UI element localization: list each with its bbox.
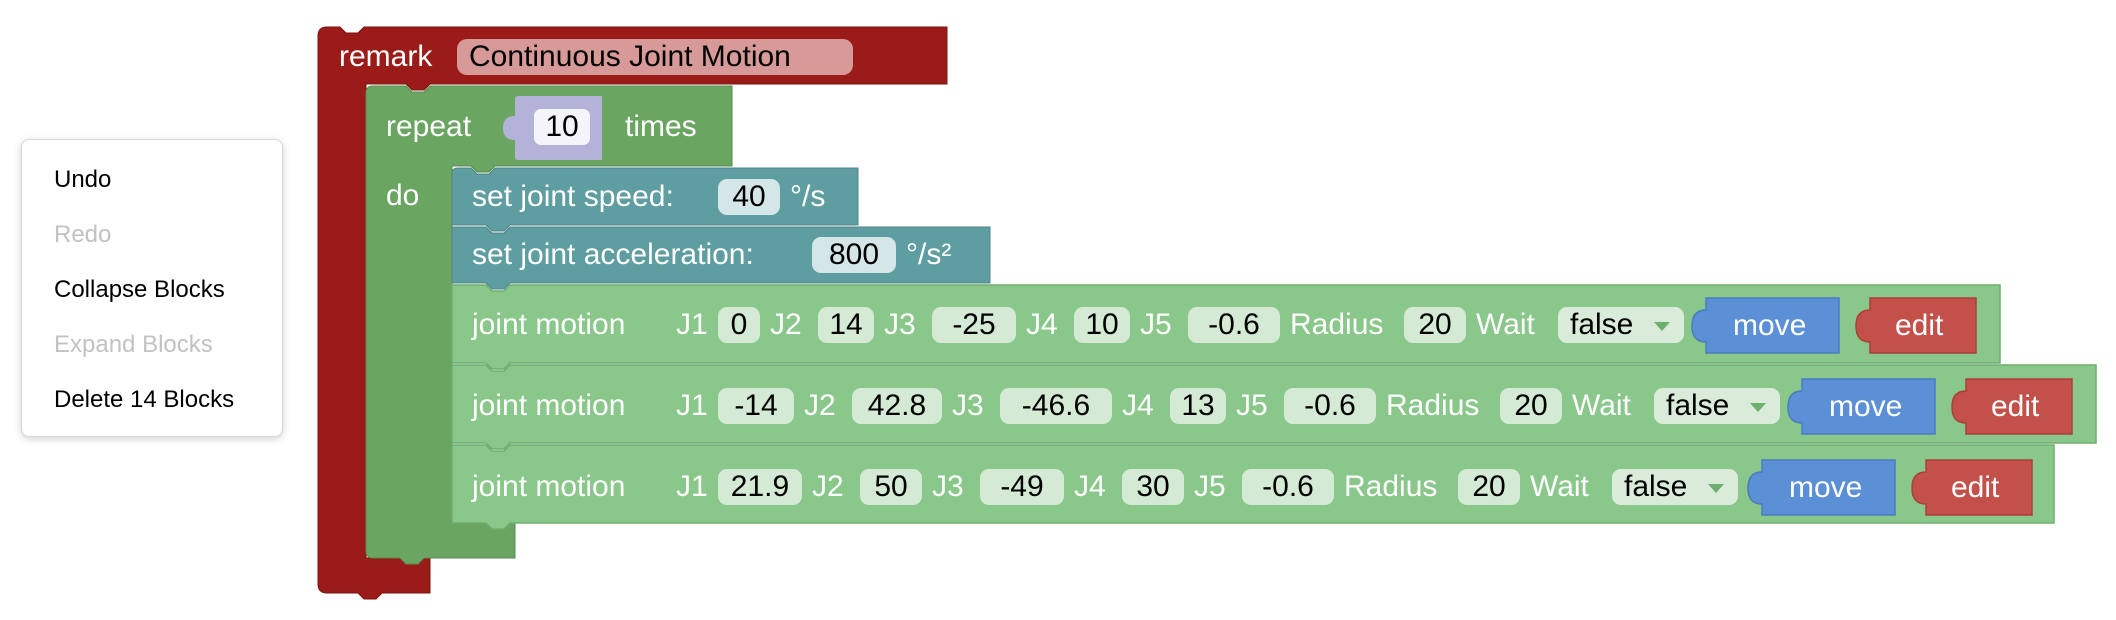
repeat-do-label: do	[386, 179, 420, 212]
wait-dropdown[interactable]: false	[1612, 469, 1738, 505]
repeat-keyword: repeat	[386, 110, 472, 143]
j2-field[interactable]: 50	[860, 469, 922, 505]
j5-label: J5	[1140, 308, 1172, 341]
wait-dropdown-value: false	[1666, 389, 1730, 422]
radius-label: Radius	[1290, 308, 1384, 341]
j5-field[interactable]: -0.6	[1284, 388, 1376, 424]
j4-field[interactable]: 30	[1122, 469, 1184, 505]
remark-block[interactable]	[317, 26, 948, 600]
j1-field[interactable]: -14	[718, 388, 794, 424]
j2-label: J2	[812, 470, 844, 503]
j4-field[interactable]: 10	[1074, 307, 1130, 343]
wait-dropdown-value: false	[1570, 308, 1634, 341]
set-accel-unit: °/s²	[906, 238, 952, 271]
j3-field[interactable]: -25	[932, 307, 1016, 343]
radius-field[interactable]: 20	[1500, 388, 1562, 424]
j1-label: J1	[676, 470, 708, 503]
joint-motion-label: joint motion	[472, 308, 626, 341]
dropdown-arrow-icon	[1708, 484, 1724, 493]
edit-button-2[interactable]	[1951, 378, 2073, 435]
edit-button-3[interactable]	[1911, 459, 2033, 516]
wait-label: Wait	[1530, 470, 1589, 503]
menu-item-undo[interactable]: Undo	[54, 166, 112, 193]
j5-label: J5	[1236, 389, 1268, 422]
remark-keyword: remark	[339, 40, 433, 73]
j4-field[interactable]: 13	[1170, 388, 1226, 424]
move-button-2[interactable]	[1787, 378, 1936, 435]
j1-label: J1	[676, 389, 708, 422]
repeat-count-field[interactable]: 10	[534, 109, 590, 145]
menu-item-expand-blocks: Expand Blocks	[54, 331, 213, 358]
j2-label: J2	[804, 389, 836, 422]
radius-label: Radius	[1386, 389, 1480, 422]
j4-label: J4	[1026, 308, 1058, 341]
j5-field[interactable]: -0.6	[1188, 307, 1280, 343]
radius-field[interactable]: 20	[1458, 469, 1520, 505]
set-accel-label: set joint acceleration:	[472, 238, 754, 271]
menu-item-delete-blocks[interactable]: Delete 14 Blocks	[54, 386, 235, 413]
context-menu: Undo Redo Collapse Blocks Expand Blocks …	[21, 139, 283, 437]
j1-label: J1	[676, 308, 708, 341]
set-speed-value[interactable]: 40	[718, 179, 780, 215]
j4-label: J4	[1074, 470, 1106, 503]
repeat-times-label: times	[625, 110, 697, 143]
dropdown-arrow-icon	[1750, 403, 1766, 412]
joint-motion-label: joint motion	[472, 389, 626, 422]
j2-field[interactable]: 42.8	[852, 388, 942, 424]
j1-field[interactable]: 21.9	[718, 469, 802, 505]
wait-dropdown-value: false	[1624, 470, 1688, 503]
wait-dropdown[interactable]: false	[1558, 307, 1684, 343]
set-speed-unit: °/s	[790, 180, 826, 213]
set-speed-label: set joint speed:	[472, 180, 674, 213]
wait-label: Wait	[1476, 308, 1535, 341]
j3-label: J3	[952, 389, 984, 422]
j3-label: J3	[932, 470, 964, 503]
repeat-block[interactable]	[365, 85, 733, 565]
set-accel-value[interactable]: 800	[812, 237, 896, 273]
j1-field[interactable]: 0	[718, 307, 760, 343]
j5-field[interactable]: -0.6	[1242, 469, 1334, 505]
j3-label: J3	[884, 308, 916, 341]
j4-label: J4	[1122, 389, 1154, 422]
radius-label: Radius	[1344, 470, 1438, 503]
j2-field[interactable]: 14	[818, 307, 874, 343]
joint-motion-block-2[interactable]	[451, 364, 2097, 450]
wait-dropdown[interactable]: false	[1654, 388, 1780, 424]
edit-button-1[interactable]	[1855, 297, 1977, 354]
j2-label: J2	[770, 308, 802, 341]
remark-text-field[interactable]: Continuous Joint Motion	[457, 39, 853, 75]
wait-label: Wait	[1572, 389, 1631, 422]
j3-field[interactable]: -46.6	[1000, 388, 1112, 424]
j3-field[interactable]: -49	[980, 469, 1064, 505]
menu-item-redo: Redo	[54, 221, 112, 248]
radius-field[interactable]: 20	[1404, 307, 1466, 343]
move-button-1[interactable]	[1691, 297, 1840, 354]
j5-label: J5	[1194, 470, 1226, 503]
dropdown-arrow-icon	[1654, 322, 1670, 331]
joint-motion-label: joint motion	[472, 470, 626, 503]
menu-item-collapse-blocks[interactable]: Collapse Blocks	[54, 276, 225, 303]
move-button-3[interactable]	[1747, 459, 1896, 516]
